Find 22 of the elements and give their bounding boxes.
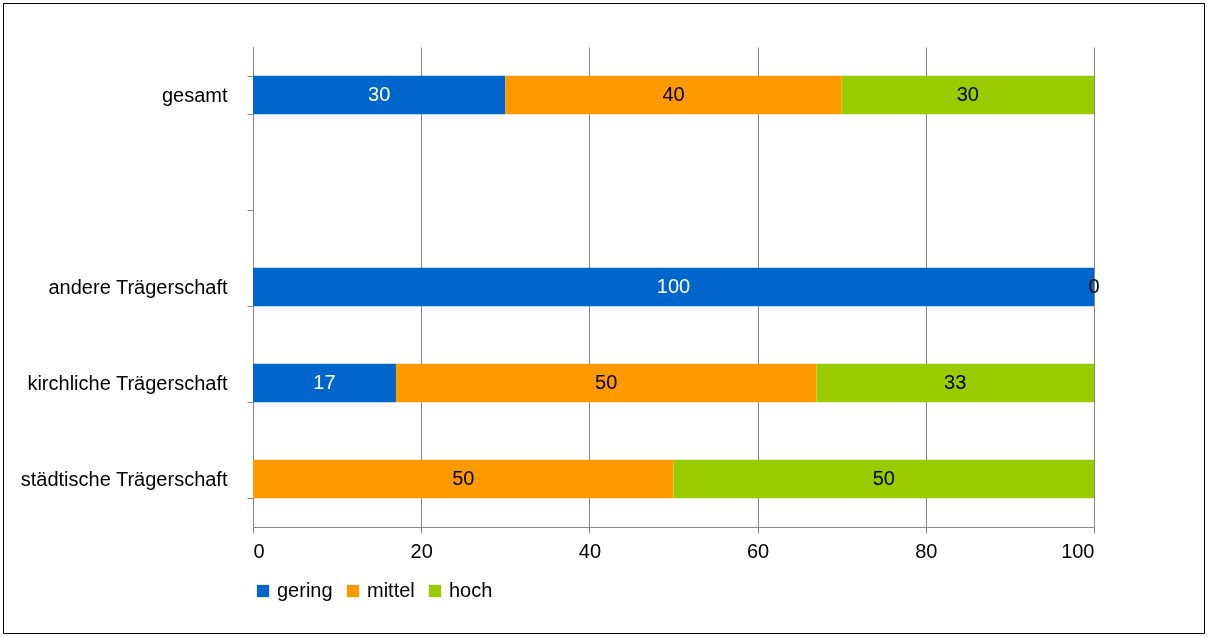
legend-label: hoch [449, 579, 493, 601]
y-tick-label: andere Trägerschaft [48, 275, 228, 298]
data-label: 50 [872, 467, 895, 489]
x-tick-label: 80 [915, 539, 938, 562]
data-label: 50 [452, 467, 475, 489]
data-label: 30 [956, 83, 979, 105]
legend-label: gering [277, 579, 333, 601]
y-tick-label: gesamt [161, 83, 228, 106]
data-label: 33 [944, 371, 967, 393]
x-tick-label: 20 [410, 539, 433, 562]
legend-label: mittel [367, 579, 415, 601]
data-label: 40 [662, 83, 685, 105]
data-label: 30 [368, 83, 391, 105]
x-tick-label: 40 [578, 539, 602, 562]
y-tick-label: städtische Trägerschaft [20, 467, 228, 490]
x-tick-label: 60 [746, 539, 770, 562]
y-tick-label: kirchliche Trägerschaft [27, 371, 228, 394]
data-label: 17 [313, 371, 336, 393]
x-tick-label: 100 [1061, 539, 1095, 562]
x-tick-label: 0 [253, 539, 265, 562]
data-label: 100 [656, 275, 691, 297]
data-label: 50 [595, 371, 618, 393]
